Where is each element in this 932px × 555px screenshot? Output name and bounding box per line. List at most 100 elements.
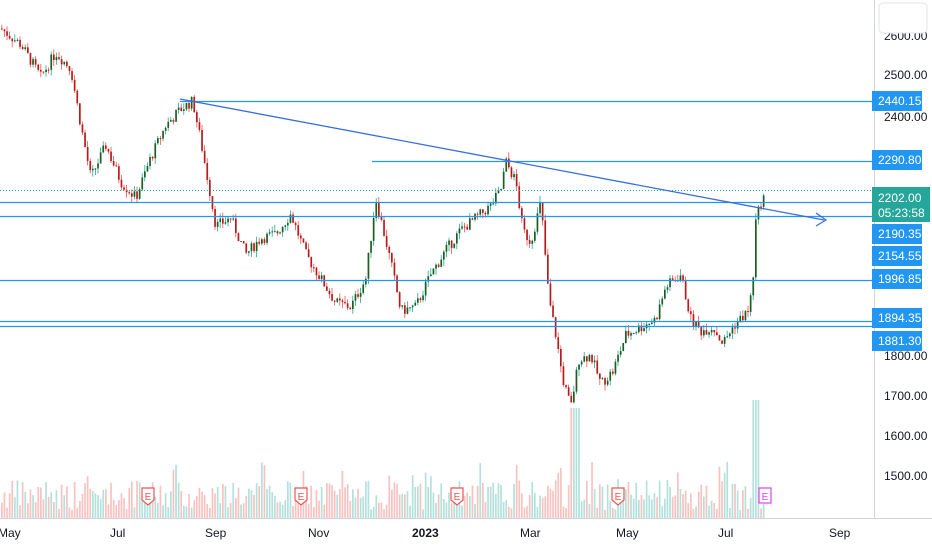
volume-bar: [515, 465, 518, 518]
candle-body: [705, 330, 708, 335]
candle-body: [443, 251, 445, 260]
volume-bar: [573, 408, 575, 518]
volume-bar: [463, 496, 466, 518]
volume-bar: [159, 485, 162, 518]
chart-settings-button[interactable]: [878, 2, 928, 34]
volume-bar: [344, 487, 346, 518]
volume-bar: [365, 481, 367, 518]
candle-body: [50, 54, 53, 70]
volume-bar: [45, 481, 47, 518]
candle-body: [352, 300, 354, 310]
candle-body: [188, 103, 190, 109]
candle-body: [567, 387, 570, 396]
volume-bar: [562, 506, 565, 518]
trendline-arrowhead: [815, 212, 828, 227]
volume-bar: [554, 480, 557, 518]
earnings-marker[interactable]: E: [611, 487, 625, 506]
candle-body: [367, 252, 370, 279]
candle-body: [16, 39, 19, 41]
volume-bar: [645, 480, 648, 518]
candle-body: [63, 61, 66, 65]
chart-settings-icon[interactable]: [878, 2, 928, 34]
candle-body: [331, 294, 333, 301]
candle-body: [526, 229, 528, 241]
candle-body: [653, 317, 656, 323]
earnings-marker[interactable]: E: [141, 487, 155, 506]
candle-body: [190, 96, 193, 109]
earnings-marker-label: E: [615, 492, 622, 503]
volume-bar: [76, 507, 79, 518]
candle-body: [201, 129, 203, 151]
volume-bar: [102, 489, 105, 518]
time-axis[interactable]: May Jul Sep Nov 2023 Mar May Jul Sep: [0, 526, 851, 540]
candle-body: [58, 57, 60, 60]
volume-bar: [328, 483, 331, 518]
candle-body: [214, 208, 216, 227]
candle-body: [34, 59, 37, 65]
volume-bar: [141, 492, 144, 518]
volume-bar: [185, 506, 188, 518]
volume-bar: [482, 482, 484, 518]
candle-body: [651, 322, 653, 325]
earnings-marker-label: E: [145, 492, 152, 503]
candle-body: [684, 280, 687, 300]
trendline[interactable]: [179, 98, 825, 221]
volume-bar: [432, 492, 435, 518]
volume-bar: [682, 494, 684, 518]
volume-bar: [84, 483, 86, 518]
volume-bar: [541, 497, 544, 518]
volume-bar: [235, 498, 237, 518]
volume-bar: [71, 509, 73, 518]
candle-body: [466, 226, 469, 230]
volume-bar: [281, 504, 284, 518]
volume-bar: [557, 472, 560, 518]
candle-body: [79, 103, 81, 125]
candle-body: [596, 360, 599, 374]
volume-bar: [136, 481, 138, 518]
volume-bar: [263, 465, 266, 518]
trendline-layer: [179, 98, 828, 227]
candle-body: [206, 162, 209, 181]
volume-bar: [21, 482, 24, 518]
volume-bar: [656, 497, 658, 518]
volume-bar: [375, 495, 378, 518]
volume-bar: [201, 491, 203, 518]
volume-bar: [131, 481, 133, 518]
volume-bar: [123, 498, 125, 518]
volume-bar: [42, 499, 45, 518]
candle-body: [141, 177, 144, 190]
volume-bar: [120, 493, 123, 518]
volume-bar: [219, 503, 222, 518]
earnings-marker[interactable]: E: [450, 487, 464, 506]
volume-bar: [292, 506, 294, 518]
candle-body: [643, 328, 645, 332]
price-axis[interactable]: 2600.002500.002400.001800.001700.001600.…: [884, 29, 928, 483]
candle-body: [76, 90, 79, 104]
candle-body: [593, 360, 596, 363]
volume-bar: [323, 504, 326, 518]
volume-bar: [601, 486, 604, 518]
candle-body: [66, 61, 68, 67]
volume-bar: [736, 490, 739, 518]
earnings-marker[interactable]: E: [294, 487, 308, 506]
volume-bar: [146, 498, 149, 518]
countdown-label: 05:23:58: [878, 206, 925, 220]
earnings-marker-label: E: [454, 492, 461, 503]
volume-bar: [305, 486, 307, 518]
candle-body: [170, 120, 172, 122]
candle-body: [721, 340, 723, 344]
candle-body: [669, 278, 671, 288]
volume-bar: [708, 505, 710, 518]
volume-bar: [664, 498, 666, 518]
volume-bar: [404, 494, 406, 518]
volume-bar: [50, 492, 53, 518]
earnings-marker[interactable]: E: [758, 487, 772, 504]
volume-bar: [133, 507, 136, 518]
candle-body: [515, 174, 518, 187]
volume-bar: [476, 485, 479, 518]
candle-body: [557, 337, 560, 349]
